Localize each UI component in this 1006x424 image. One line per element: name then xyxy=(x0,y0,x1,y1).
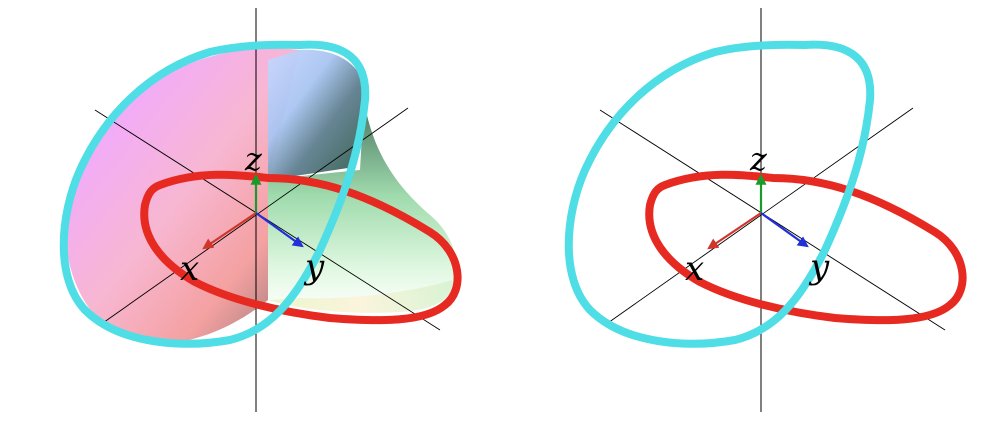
surface-left-lobe xyxy=(65,48,300,344)
saddle-surface xyxy=(65,48,457,344)
x-axis-arrow xyxy=(707,212,762,250)
y-axis-label: y xyxy=(303,247,325,287)
x-axis-label: x xyxy=(685,249,704,289)
y-axis-arrow xyxy=(760,212,809,248)
y-axis-label: y xyxy=(808,247,830,287)
surface-top-right xyxy=(268,49,365,180)
red-curve xyxy=(140,170,462,325)
y-axis-arrow xyxy=(255,212,304,248)
panel-curves-only: z x y xyxy=(564,8,967,412)
red-curve xyxy=(645,170,967,325)
panel-with-surface: z x y xyxy=(59,8,462,412)
cyan-curve xyxy=(564,40,875,348)
surface-bottom xyxy=(268,280,453,313)
x-axis-arrow xyxy=(202,212,257,250)
z-axis-label: z xyxy=(749,140,768,178)
cyan-curve xyxy=(59,40,370,348)
x-axis-label: x xyxy=(180,249,199,289)
z-axis-label: z xyxy=(244,140,263,178)
